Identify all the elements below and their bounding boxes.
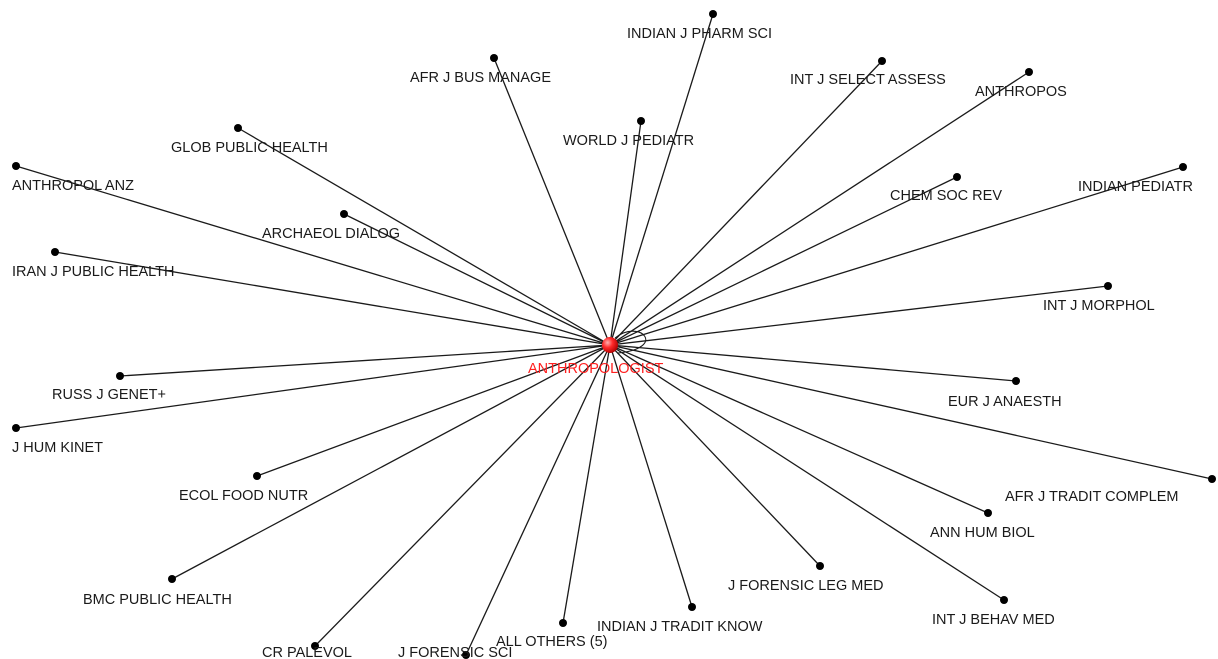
edge-afr-j-tradit-complem bbox=[609, 344, 1213, 480]
edges-layer bbox=[15, 13, 1213, 656]
node-j-forensic-leg-med[interactable] bbox=[816, 562, 824, 570]
label-cr-palevol: CR PALEVOL bbox=[262, 645, 352, 659]
label-world-j-pediatr: WORLD J PEDIATR bbox=[563, 133, 694, 149]
node-archaeol-dialog[interactable] bbox=[340, 210, 348, 218]
hub-node[interactable] bbox=[602, 337, 618, 353]
nodes-layer bbox=[12, 10, 1216, 659]
edge-int-j-morphol bbox=[609, 285, 1109, 346]
label-anthropos: ANTHROPOS bbox=[975, 84, 1067, 100]
node-indian-pediatr[interactable] bbox=[1179, 163, 1187, 171]
label-j-forensic-leg-med: J FORENSIC LEG MED bbox=[728, 578, 884, 594]
edge-archaeol-dialog bbox=[343, 213, 611, 346]
label-afr-j-tradit-complem: AFR J TRADIT COMPLEM bbox=[1005, 489, 1178, 505]
node-indian-j-tradit-know[interactable] bbox=[688, 603, 696, 611]
label-indian-j-tradit-know: INDIAN J TRADIT KNOW bbox=[597, 619, 763, 635]
node-eur-j-anaesth[interactable] bbox=[1012, 377, 1020, 385]
label-indian-j-pharm-sci: INDIAN J PHARM SCI bbox=[627, 26, 772, 42]
edge-j-forensic-leg-med bbox=[609, 344, 821, 567]
hub-self-loop bbox=[614, 330, 647, 354]
label-chem-soc-rev: CHEM SOC REV bbox=[890, 188, 1002, 204]
label-eur-j-anaesth: EUR J ANAESTH bbox=[948, 394, 1062, 410]
node-world-j-pediatr[interactable] bbox=[637, 117, 645, 125]
edge-russ-j-genet bbox=[119, 344, 611, 377]
edge-int-j-select-assess bbox=[609, 60, 883, 346]
edge-indian-j-tradit-know bbox=[609, 344, 693, 608]
labels-layer: INDIAN J PHARM SCI AFR J BUS MANAGE INT J … bbox=[12, 26, 1193, 659]
label-j-hum-kinet: J HUM KINET bbox=[12, 440, 103, 456]
edge-anthropos bbox=[609, 71, 1030, 346]
node-bmc-public-health[interactable] bbox=[168, 575, 176, 583]
node-int-j-behav-med[interactable] bbox=[1000, 596, 1008, 604]
edge-ann-hum-biol bbox=[609, 344, 989, 514]
label-j-forensic-sci: J FORENSIC SCI bbox=[398, 645, 512, 659]
label-indian-pediatr: INDIAN PEDIATR bbox=[1078, 179, 1193, 195]
node-j-forensic-sci[interactable] bbox=[462, 651, 470, 659]
node-glob-public-health[interactable] bbox=[234, 124, 242, 132]
edge-j-hum-kinet bbox=[15, 344, 611, 429]
label-int-j-morphol: INT J MORPHOL bbox=[1043, 298, 1155, 314]
label-int-j-select-assess: INT J SELECT ASSESS bbox=[790, 72, 946, 88]
edge-cr-palevol bbox=[314, 344, 611, 647]
label-bmc-public-health: BMC PUBLIC HEALTH bbox=[83, 592, 232, 608]
label-ann-hum-biol: ANN HUM BIOL bbox=[930, 525, 1035, 541]
label-afr-j-bus-manage: AFR J BUS MANAGE bbox=[410, 70, 551, 86]
edge-indian-j-pharm-sci bbox=[609, 13, 714, 346]
label-anthropol-anz: ANTHROPOL ANZ bbox=[12, 178, 134, 194]
edge-afr-j-bus-manage bbox=[493, 57, 611, 346]
node-russ-j-genet[interactable] bbox=[116, 372, 124, 380]
edge-ecol-food-nutr bbox=[256, 344, 611, 477]
node-chem-soc-rev[interactable] bbox=[953, 173, 961, 181]
edge-int-j-behav-med bbox=[609, 344, 1005, 601]
hub-label: ANTHROPOLOGIST bbox=[528, 361, 663, 377]
edge-j-forensic-sci bbox=[465, 344, 611, 656]
node-all-others-5[interactable] bbox=[559, 619, 567, 627]
edge-world-j-pediatr bbox=[609, 120, 642, 346]
node-int-j-morphol[interactable] bbox=[1104, 282, 1112, 290]
node-afr-j-tradit-complem[interactable] bbox=[1208, 475, 1216, 483]
edge-anthropol-anz bbox=[15, 165, 611, 346]
edge-iran-j-public-health bbox=[54, 251, 611, 346]
node-j-hum-kinet[interactable] bbox=[12, 424, 20, 432]
label-russ-j-genet: RUSS J GENET+ bbox=[52, 387, 166, 403]
node-cr-palevol[interactable] bbox=[311, 642, 319, 650]
node-ecol-food-nutr[interactable] bbox=[253, 472, 261, 480]
edge-bmc-public-health bbox=[171, 344, 611, 580]
label-all-others-5: ALL OTHERS (5) bbox=[496, 634, 607, 650]
edge-all-others-5 bbox=[562, 344, 611, 624]
label-glob-public-health: GLOB PUBLIC HEALTH bbox=[171, 140, 328, 156]
label-int-j-behav-med: INT J BEHAV MED bbox=[932, 612, 1055, 628]
label-archaeol-dialog: ARCHAEOL DIALOG bbox=[262, 226, 400, 242]
edge-glob-public-health bbox=[237, 127, 611, 346]
node-anthropos[interactable] bbox=[1025, 68, 1033, 76]
edge-eur-j-anaesth bbox=[609, 344, 1017, 382]
edge-chem-soc-rev bbox=[609, 176, 958, 346]
node-anthropol-anz[interactable] bbox=[12, 162, 20, 170]
node-int-j-select-assess[interactable] bbox=[878, 57, 886, 65]
label-iran-j-public-health: IRAN J PUBLIC HEALTH bbox=[12, 264, 175, 280]
node-indian-j-pharm-sci[interactable] bbox=[709, 10, 717, 18]
node-afr-j-bus-manage[interactable] bbox=[490, 54, 498, 62]
edge-indian-pediatr bbox=[609, 166, 1184, 346]
label-ecol-food-nutr: ECOL FOOD NUTR bbox=[179, 488, 308, 504]
node-iran-j-public-health[interactable] bbox=[51, 248, 59, 256]
node-ann-hum-biol[interactable] bbox=[984, 509, 992, 517]
